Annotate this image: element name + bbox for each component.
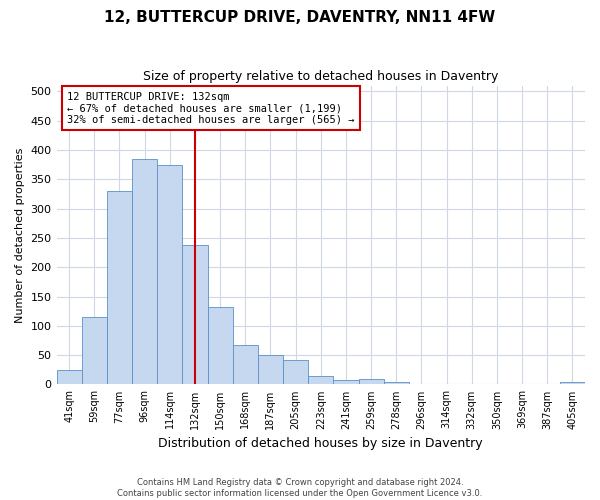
Y-axis label: Number of detached properties: Number of detached properties — [15, 148, 25, 322]
Bar — [359, 378, 383, 384]
Bar — [383, 382, 409, 384]
Bar — [334, 380, 359, 384]
Bar — [308, 376, 334, 384]
Bar — [107, 191, 132, 384]
Bar — [56, 370, 82, 384]
Bar — [182, 245, 208, 384]
Title: Size of property relative to detached houses in Daventry: Size of property relative to detached ho… — [143, 70, 499, 83]
X-axis label: Distribution of detached houses by size in Daventry: Distribution of detached houses by size … — [158, 437, 483, 450]
Bar — [208, 307, 233, 384]
Bar — [157, 164, 182, 384]
Bar — [132, 159, 157, 384]
Bar — [560, 382, 585, 384]
Text: 12, BUTTERCUP DRIVE, DAVENTRY, NN11 4FW: 12, BUTTERCUP DRIVE, DAVENTRY, NN11 4FW — [104, 10, 496, 25]
Bar — [233, 344, 258, 385]
Text: Contains HM Land Registry data © Crown copyright and database right 2024.
Contai: Contains HM Land Registry data © Crown c… — [118, 478, 482, 498]
Bar — [82, 317, 107, 384]
Bar — [258, 355, 283, 384]
Bar — [283, 360, 308, 384]
Text: 12 BUTTERCUP DRIVE: 132sqm
← 67% of detached houses are smaller (1,199)
32% of s: 12 BUTTERCUP DRIVE: 132sqm ← 67% of deta… — [67, 92, 355, 124]
